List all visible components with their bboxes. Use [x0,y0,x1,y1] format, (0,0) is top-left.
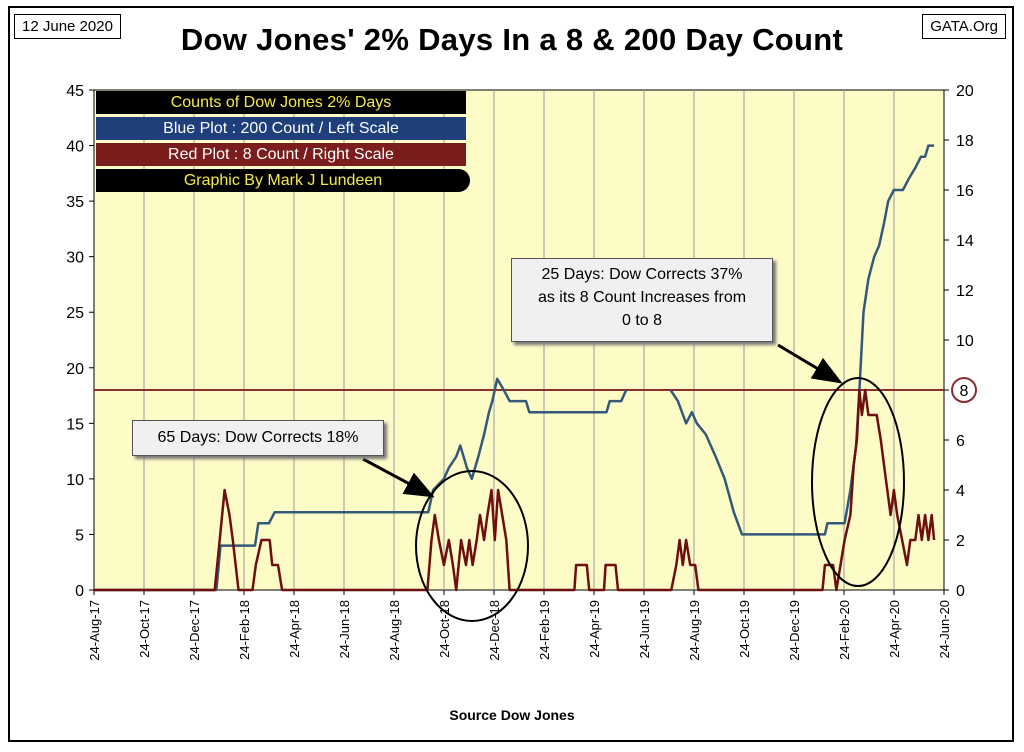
x-tick-label: 24-Feb-20 [837,600,852,660]
y-right-tick-label: 12 [956,283,974,300]
y-left-tick-label: 5 [75,527,84,544]
y-right-tick-label: 14 [956,233,974,250]
y-left-tick-label: 20 [66,361,84,378]
x-tick-label: 24-Aug-18 [387,600,402,661]
y-right-tick-label: 4 [956,483,965,500]
y-left-tick-label: 0 [75,583,84,600]
x-tick-label: 24-Jun-19 [637,600,652,659]
y-right-tick-label: 10 [956,333,974,350]
x-tick-label: 24-Apr-20 [887,600,902,658]
y-left-tick-label: 25 [66,305,84,322]
legend-heading: Counts of Dow Jones 2% Days [96,91,466,114]
x-tick-label: 24-Apr-18 [287,600,302,658]
y-right-tick-label: 20 [956,83,974,100]
callout-arrow-2018 [362,457,435,498]
reference-marker-label: 8 [960,383,969,400]
callout-2018-correction: 65 Days: Dow Corrects 18% [132,420,384,456]
callout-2020-line-2: as its 8 Count Increases from [537,289,747,306]
callout-2020-line-1: 25 Days: Dow Corrects 37% [541,266,743,283]
x-tick-label: 24-Jun-18 [337,600,352,659]
highlight-ellipse-2020 [811,377,905,587]
site-label: GATA.Org [922,14,1006,39]
legend-red-series: Red Plot : 8 Count / Right Scale [96,143,466,166]
reference-marker [951,377,977,403]
y-right-tick-label: 18 [956,133,974,150]
x-tick-label: 24-Aug-17 [87,600,102,661]
legend-credit: Graphic By Mark J Lundeen [96,169,470,192]
y-right-tick-label: 2 [956,533,965,550]
chart-title: Dow Jones' 2% Days In a 8 & 200 Day Coun… [180,22,844,57]
x-tick-label: 24-Oct-18 [437,600,452,658]
y-right-tick-label: 6 [956,433,965,450]
x-tick-label: 24-Dec-18 [487,600,502,661]
callout-2020-correction: 25 Days: Dow Corrects 37% as its 8 Count… [511,258,773,342]
y-right-tick-label: 16 [956,183,974,200]
x-tick-label: 24-Feb-18 [237,600,252,660]
x-axis-label: Source Dow Jones [449,707,575,723]
y-left-tick-label: 35 [66,194,84,211]
highlight-ellipse-2018 [415,470,529,622]
series-8-count-line [94,388,936,592]
x-tick-label: 24-Feb-19 [537,600,552,660]
y-left-tick-label: 10 [66,472,84,489]
x-tick-label: 24-Dec-19 [787,600,802,661]
x-tick-label: 24-Aug-19 [687,600,702,661]
y-left-tick-label: 40 [66,139,84,156]
x-tick-label: 24-Dec-17 [187,600,202,661]
date-label: 12 June 2020 [14,14,121,39]
y-left-tick-label: 45 [66,83,84,100]
x-tick-label: 24-Oct-17 [137,600,152,658]
x-tick-label: 24-Apr-19 [587,600,602,658]
callout-2020-line-3: 0 to 8 [621,312,663,329]
x-tick-label: 24-Oct-19 [737,600,752,658]
callout-arrow-2020 [777,343,843,384]
y-right-tick-label: 0 [956,583,965,600]
y-left-tick-label: 30 [66,250,84,267]
y-left-tick-label: 15 [66,416,84,433]
legend-blue-series: Blue Plot : 200 Count / Left Scale [96,117,466,140]
x-tick-label: 24-Jun-20 [937,600,952,659]
